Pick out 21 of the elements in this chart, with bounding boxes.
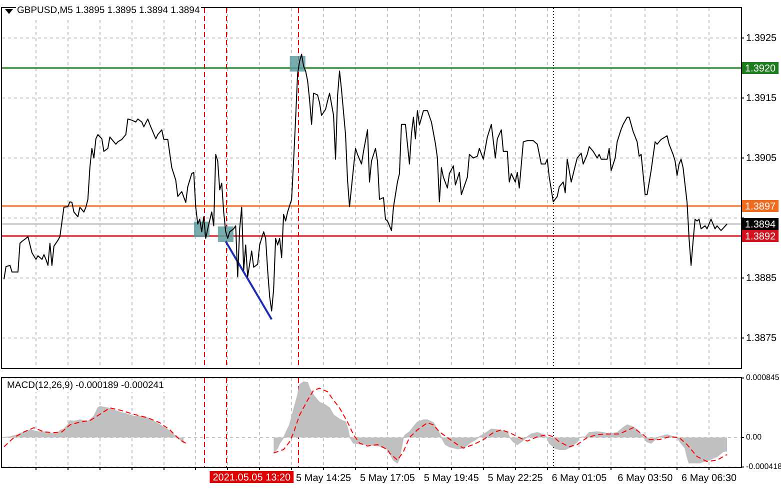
y-tick-label: 1.3885 xyxy=(746,272,778,284)
ref-line-label: 2021.05.05 13:20 xyxy=(212,472,292,484)
y-tick-label: 1.3915 xyxy=(746,92,778,104)
ref-line-label: 1.3897 xyxy=(745,201,776,212)
x-tick-label: 6 May 01:05 xyxy=(552,472,608,484)
ref-line-label: 1.3892 xyxy=(745,231,776,242)
x-tick-label: 5 May 17:05 xyxy=(360,472,416,484)
x-tick-label: 5 May 14:25 xyxy=(296,472,352,484)
x-tick-label: 6 May 06:30 xyxy=(682,472,737,484)
ref-line-label: 1.3894 xyxy=(745,219,776,230)
x-tick-label: 5 May 22:25 xyxy=(488,472,544,484)
chart-title: MACD(12,26,9) -0.000189 -0.000241 xyxy=(6,380,165,392)
y-tick-label: 0.000845 xyxy=(746,373,780,382)
x-tick-label: 6 May 03:50 xyxy=(618,472,674,484)
y-tick-label: 1.3925 xyxy=(746,32,778,44)
y-tick-label: 1.3905 xyxy=(746,152,778,164)
y-tick-label: 1.3875 xyxy=(746,332,778,344)
chart-title: GBPUSD,M5 1.3895 1.3895 1.3894 1.3894 xyxy=(16,5,201,17)
x-tick-label: 5 May 19:45 xyxy=(424,472,480,484)
y-tick-label: 0.00 xyxy=(746,432,762,442)
ref-line-label: 1.3920 xyxy=(745,63,776,74)
